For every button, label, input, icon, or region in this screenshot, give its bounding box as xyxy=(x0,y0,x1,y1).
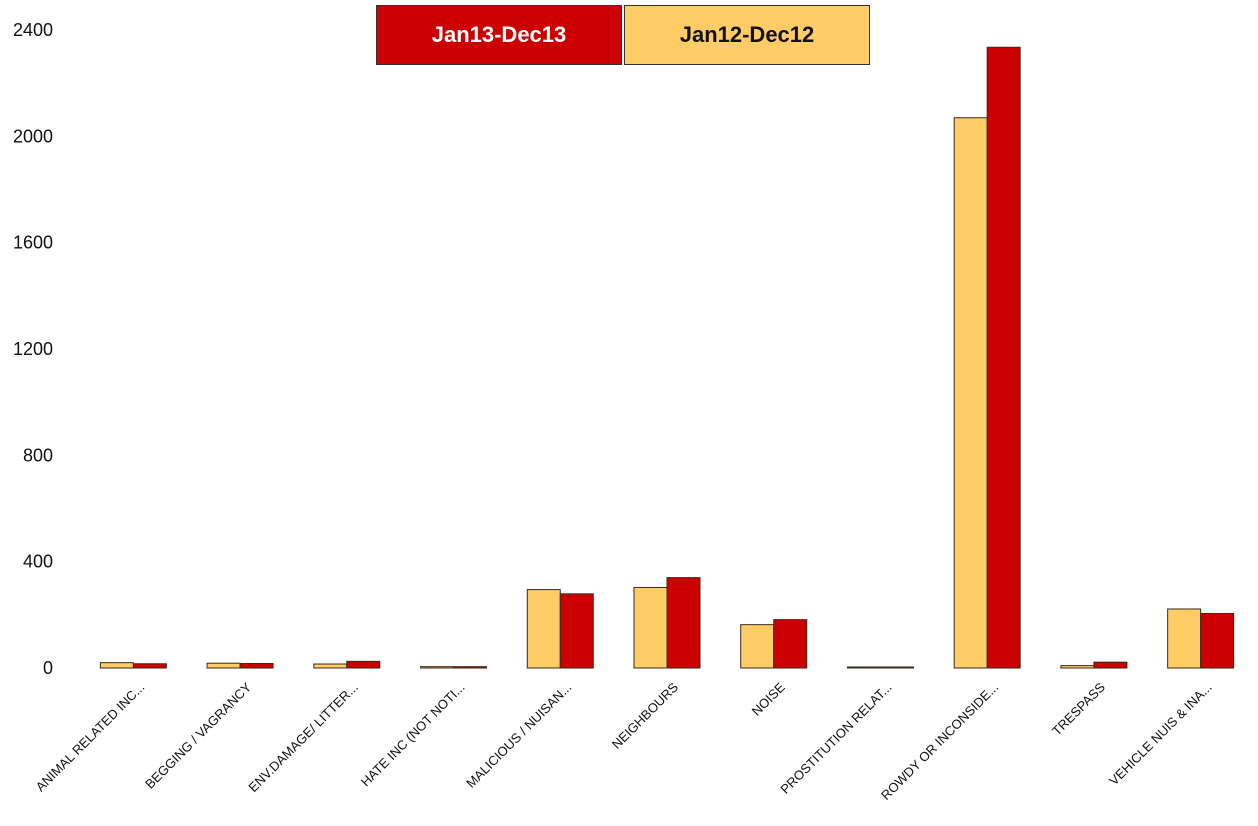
bar-jan12-dec12 xyxy=(1060,665,1095,669)
bar-jan13-dec13 xyxy=(666,577,701,669)
bars xyxy=(99,46,1235,669)
y-tick-label: 1600 xyxy=(13,233,53,253)
x-tick-label: MALICIOUS / NUISAN... xyxy=(463,680,574,791)
x-tick-label: ROWDY OR INCONSIDE... xyxy=(878,680,1001,803)
bar-jan13-dec13 xyxy=(453,666,488,669)
bar-jan13-dec13 xyxy=(239,662,274,669)
legend-item-jan12-dec12: Jan12-Dec12 xyxy=(624,5,870,65)
x-tick-label: BEGGING / VAGRANCY xyxy=(142,679,254,791)
x-tick-label: NOISE xyxy=(749,679,788,718)
bar-jan13-dec13 xyxy=(773,619,808,669)
y-tick-label: 1200 xyxy=(13,339,53,359)
bar-jan13-dec13 xyxy=(986,46,1021,669)
x-tick-label: ENV.DAMAGE/ LITTER... xyxy=(245,680,361,796)
bar-jan12-dec12 xyxy=(633,586,668,669)
x-tick-label: TRESPASS xyxy=(1049,679,1108,738)
bar-jan12-dec12 xyxy=(99,662,134,669)
bar-jan12-dec12 xyxy=(740,624,775,669)
y-axis: 0 400 800 1200 1600 2000 2400 xyxy=(13,20,53,678)
y-tick-label: 0 xyxy=(43,658,53,678)
x-axis: ANIMAL RELATED INC...BEGGING / VAGRANCYE… xyxy=(33,679,1215,803)
bar-jan12-dec12 xyxy=(313,663,348,669)
legend-item-jan13-dec13: Jan13-Dec13 xyxy=(376,5,622,65)
y-tick-label: 2000 xyxy=(13,126,53,146)
x-tick-label: NEIGHBOURS xyxy=(609,679,682,752)
bar-jan13-dec13 xyxy=(346,660,381,669)
bar-jan12-dec12 xyxy=(206,662,241,669)
y-tick-label: 800 xyxy=(23,445,53,465)
bar-jan12-dec12 xyxy=(846,666,881,669)
x-tick-label: VEHICLE NUIS & INA... xyxy=(1106,680,1215,789)
x-tick-label: ANIMAL RELATED INC... xyxy=(33,680,148,795)
bar-jan12-dec12 xyxy=(1167,608,1202,669)
bar-jan12-dec12 xyxy=(526,589,561,669)
y-tick-label: 2400 xyxy=(13,20,53,40)
bar-jan12-dec12 xyxy=(953,117,988,669)
bar-jan13-dec13 xyxy=(879,666,914,669)
bar-jan12-dec12 xyxy=(420,666,455,669)
y-tick-label: 400 xyxy=(23,552,53,572)
bar-jan13-dec13 xyxy=(132,663,167,669)
bar-jan13-dec13 xyxy=(1200,613,1235,669)
bar-jan13-dec13 xyxy=(559,593,594,669)
bar-jan13-dec13 xyxy=(1093,661,1128,669)
x-tick-label: PROSTITUTION RELAT... xyxy=(777,680,894,797)
x-tick-label: HATE INC (NOT NOTI... xyxy=(358,680,468,790)
